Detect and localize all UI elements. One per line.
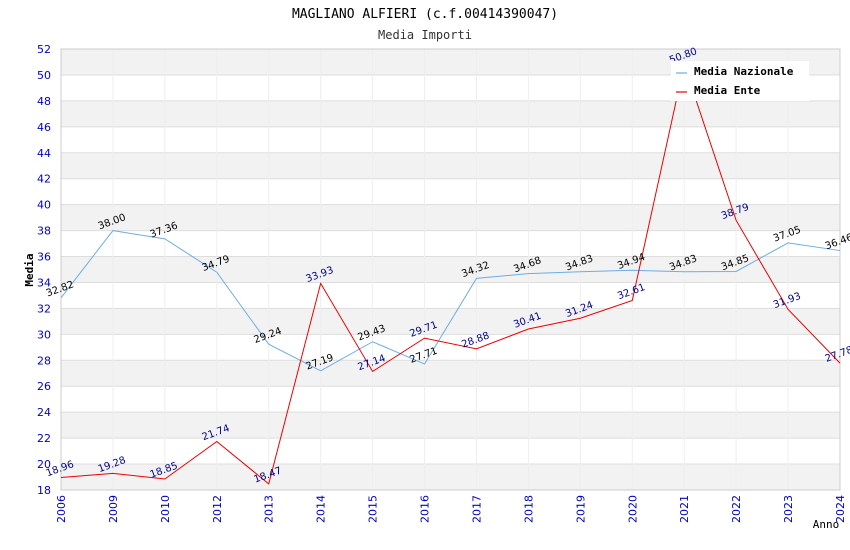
chart-title: MAGLIANO ALFIERI (c.f.00414390047) — [292, 7, 558, 22]
legend-label-media-nazionale: Media Nazionale — [694, 65, 794, 78]
band — [61, 126, 840, 153]
band — [61, 438, 840, 465]
x-tick-label: 2023 — [782, 495, 795, 523]
y-tick-label: 40 — [37, 199, 51, 212]
x-tick-label: 2015 — [367, 495, 380, 523]
y-tick-label: 44 — [37, 147, 51, 160]
band — [61, 256, 840, 283]
x-tick-label: 2014 — [315, 495, 328, 523]
y-tick-label: 30 — [37, 328, 51, 341]
x-tick-label: 2019 — [574, 495, 587, 523]
series-line-media-ente — [60, 62, 841, 485]
band — [61, 412, 840, 439]
chart-subtitle: Media Importi — [378, 28, 472, 42]
x-tick-label: 2020 — [626, 495, 639, 523]
band — [61, 230, 840, 257]
y-tick-labels: 18 20 22 24 26 28 30 32 34 36 38 40 42 44 46 48 50 52 — [37, 43, 51, 497]
y-tick-label: 52 — [37, 43, 51, 56]
y-tick-label: 46 — [37, 121, 51, 134]
x-tick-label: 2024 — [834, 495, 847, 523]
series-media-nazionale — [60, 230, 841, 372]
y-tick-label: 20 — [37, 458, 51, 471]
y-tick-label: 18 — [37, 484, 51, 497]
y-tick-label: 34 — [37, 276, 51, 289]
band — [61, 464, 840, 490]
x-tick-label: 2017 — [470, 495, 483, 523]
y-tick-label: 24 — [37, 406, 51, 419]
band — [61, 178, 840, 205]
x-tick-label: 2006 — [55, 495, 68, 523]
x-tick-label: 2021 — [678, 495, 691, 523]
band — [61, 334, 840, 361]
x-axis-label: Anno — [813, 518, 840, 531]
x-tick-label: 2022 — [730, 495, 743, 523]
y-tick-label: 32 — [37, 302, 51, 315]
series-line-media-nazionale — [60, 230, 841, 372]
background-bands — [61, 49, 840, 490]
band — [61, 100, 840, 127]
band — [61, 204, 840, 231]
x-tick-label: 2009 — [107, 495, 120, 523]
legend: Media Nazionale Media Ente — [671, 61, 809, 101]
y-tick-label: 42 — [37, 173, 51, 186]
y-tick-label: 26 — [37, 380, 51, 393]
legend-box — [671, 61, 809, 101]
y-tick-label: 22 — [37, 432, 51, 445]
x-tick-labels: 2006 2009 2010 2012 2013 2014 2015 2016 2017 2018… — [55, 495, 847, 523]
band — [61, 360, 840, 387]
y-tick-label: 36 — [37, 251, 51, 264]
series-media-ente — [60, 62, 841, 485]
x-tick-label: 2018 — [522, 495, 535, 523]
band — [61, 282, 840, 309]
legend-label-media-ente: Media Ente — [694, 84, 761, 97]
y-tick-label: 48 — [37, 95, 51, 108]
x-tick-label: 2016 — [419, 495, 432, 523]
y-tick-label: 50 — [37, 69, 51, 82]
y-tick-label: 38 — [37, 225, 51, 238]
x-tick-label: 2013 — [263, 495, 276, 523]
y-axis-label: Media — [23, 253, 36, 286]
plot-border — [60, 48, 841, 491]
band — [61, 152, 840, 179]
band — [61, 386, 840, 413]
x-tick-label: 2012 — [211, 495, 224, 523]
y-tick-label: 28 — [37, 354, 51, 367]
x-tick-label: 2010 — [159, 495, 172, 523]
